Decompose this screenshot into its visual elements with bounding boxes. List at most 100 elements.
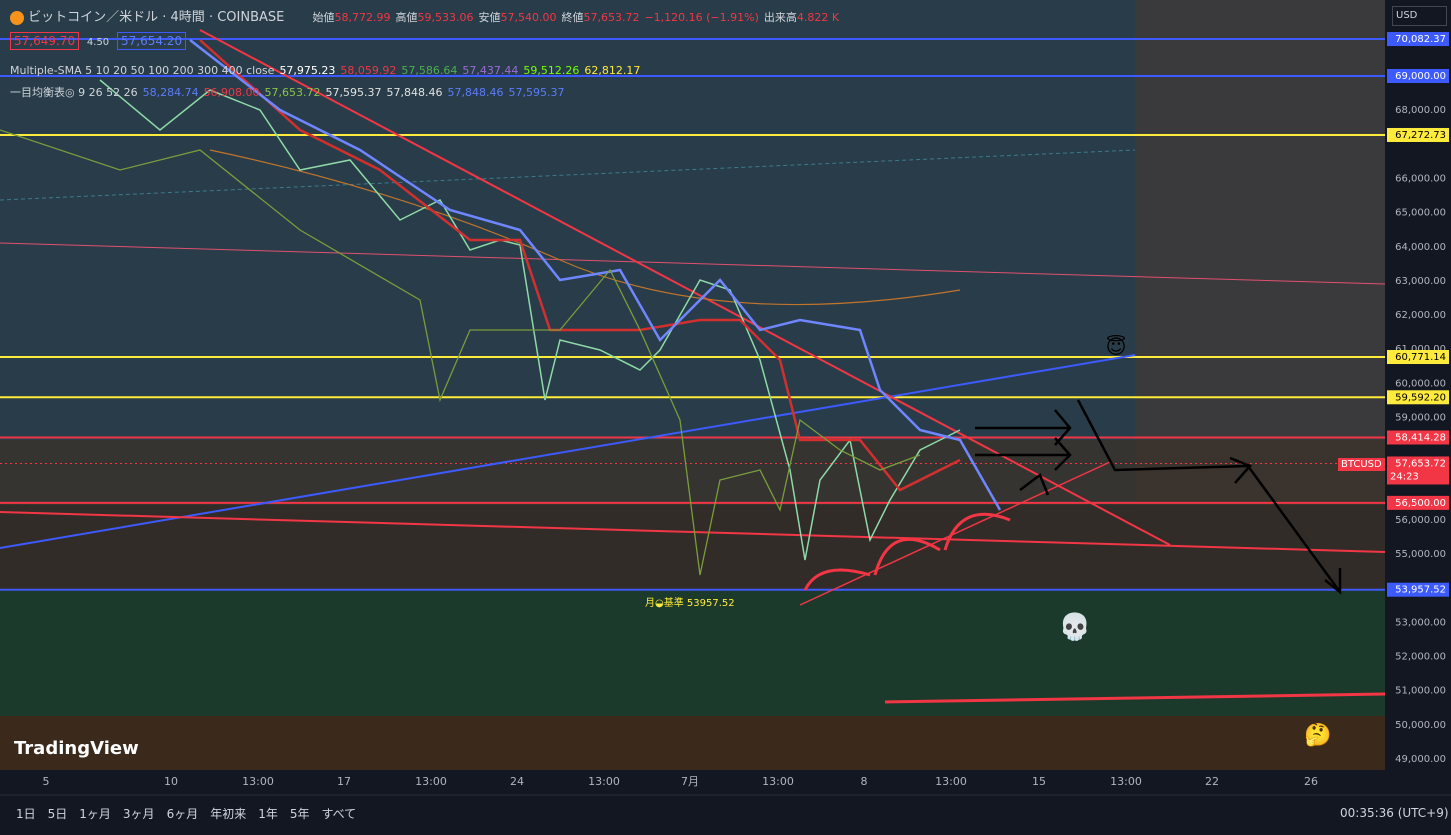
indicator-value: 57,437.44 (462, 64, 519, 77)
annotation: 月◒基準 53957.52 (645, 598, 735, 609)
volume-label: 出来高 (763, 11, 797, 24)
trendline (0, 242, 1386, 285)
indicator-value: 56,908.00 (203, 86, 260, 99)
price-label: 56,500.00 (1395, 498, 1446, 509)
zone (1135, 0, 1385, 505)
time-tick-label: 24 (510, 775, 524, 788)
indicator-value: 57,848.46 (386, 86, 443, 99)
time-tick-label: 8 (861, 775, 868, 788)
price-tick-label: 53,000.00 (1395, 617, 1446, 628)
time-tick-label: 13:00 (415, 775, 447, 788)
symbol-tag: BTCUSD (1338, 458, 1385, 471)
price-label-bg (1387, 582, 1449, 597)
indicator: 一目均衡表◎ 9 26 52 26 58,284.74 56,908.00 57,65… (10, 82, 645, 104)
price-label-bg (1387, 32, 1449, 47)
indicator-value: 62,812.17 (584, 64, 641, 77)
range-button[interactable]: 年初来 (210, 807, 247, 821)
kijun-line (199, 39, 961, 492)
range-button[interactable]: 1日 (16, 807, 36, 821)
time-tick-label: 5 (43, 775, 50, 788)
range-button[interactable]: 6ヶ月 (166, 807, 199, 821)
arrow (1076, 399, 1342, 595)
range-button[interactable]: すべて (321, 807, 357, 821)
ask[interactable]: 57,654.20 (117, 32, 187, 50)
indicator-value: 58,284.74 (142, 86, 199, 99)
icon: 🤔 (1304, 722, 1331, 748)
price-line (99, 79, 961, 561)
time-tick-label: 15 (1032, 775, 1046, 788)
indicator-value: 57,653.72 (264, 86, 321, 99)
zone (0, 716, 1385, 770)
quote: 57,649.70 4.50 57,654.20 (10, 32, 187, 50)
indicator-value: 59,512.26 (523, 64, 580, 77)
icon: 😇 (1106, 335, 1127, 359)
indicator: Multiple-SMA 5 10 20 50 100 200 300 400 … (10, 60, 645, 82)
currency[interactable]: USD (1392, 6, 1447, 26)
price-tick-label: 51,000.00 (1395, 686, 1446, 697)
zone (0, 591, 1385, 716)
price-label: 70,082.37 (1395, 34, 1446, 45)
arrow (1019, 473, 1050, 496)
price-label-bg (1387, 495, 1449, 510)
range-button[interactable]: 5年 (289, 807, 310, 821)
price-label: 69,000.00 (1395, 71, 1446, 82)
indicator-name: 一目均衡表◎ 9 26 52 26 (10, 86, 138, 99)
indicator-value: 57,595.37 (508, 86, 565, 99)
ohlc-label: 安値 (478, 11, 501, 24)
time-tick-label: 13:00 (1110, 775, 1142, 788)
coin-icon (10, 10, 24, 25)
indicator-value: 57,595.37 (325, 86, 382, 99)
current-price-bg (1387, 456, 1449, 485)
trendline (0, 511, 1386, 553)
trendline (0, 354, 1136, 549)
indicators: Multiple-SMA 5 10 20 50 100 200 300 400 … (10, 60, 645, 104)
ohlc-value: 57,540.00 (500, 11, 557, 24)
price-label-bg (1387, 430, 1449, 445)
range-button[interactable]: 1年 (258, 807, 278, 821)
price-label-bg (1387, 390, 1449, 405)
price-tick-label: 62,000.00 (1395, 310, 1446, 321)
price-label: 59,592.20 (1395, 392, 1446, 403)
ohlc-label: 高値 (395, 11, 418, 24)
countdown: 24:23 (1390, 471, 1419, 482)
time-tick-label: 13:00 (588, 775, 620, 788)
indicator-value: 57,586.64 (401, 64, 458, 77)
bid[interactable]: 57,649.70 (10, 32, 80, 50)
sma-line (209, 149, 961, 306)
price-label: 53,957.52 (1395, 585, 1446, 596)
price-tick-label: 61,000.00 (1395, 344, 1446, 355)
header: ビットコイン／米ドル · 4時間 · COINBASE 始値58,772.99 高… (10, 6, 839, 25)
price-tick-label: 49,000.00 (1395, 754, 1446, 765)
time-tick-label: 13:00 (242, 775, 274, 788)
drawing (803, 512, 1011, 591)
range-button[interactable]: 3ヶ月 (122, 807, 155, 821)
price-tick-label: 60,000.00 (1395, 378, 1446, 389)
time-tick-label: 7月 (681, 775, 699, 788)
symbol: ビットコイン／米ドル · 4時間 · COINBASE (28, 10, 285, 25)
trendline (884, 692, 1386, 704)
range-button[interactable]: 1ヶ月 (79, 807, 111, 821)
price-tick-label: 55,000.00 (1395, 549, 1446, 560)
ohlc-label: 始値 (312, 11, 335, 24)
price-label: 67,272.73 (1395, 130, 1446, 141)
range-bar: 1日 5日 1ヶ月 3ヶ月 6ヶ月 年初来 1年 5年 すべて (16, 805, 368, 822)
price-tick-label: 63,000.00 (1395, 276, 1446, 287)
time-tick-label: 26 (1304, 775, 1318, 788)
change: −1,120.16 (−1.91%) (644, 11, 759, 24)
indicator-value: 57,848.46 (447, 86, 504, 99)
price-tick-label: 68,000.00 (1395, 105, 1446, 116)
range-button[interactable]: 5日 (47, 807, 68, 821)
ohlc-label: 終値 (561, 11, 584, 24)
price-label-bg (1387, 350, 1449, 365)
price-label: 58,414.28 (1395, 433, 1446, 444)
indicator-value: 57,975.23 (279, 64, 336, 77)
price-tick-label: 66,000.00 (1395, 173, 1446, 184)
time-tick-label: 13:00 (935, 775, 967, 788)
time-tick-label: 17 (337, 775, 351, 788)
arrow (975, 437, 1072, 471)
logo: TradingView (14, 738, 139, 759)
time-tick-label: 13:00 (762, 775, 794, 788)
price-tick-label: 64,000.00 (1395, 242, 1446, 253)
trendline (199, 29, 1171, 546)
